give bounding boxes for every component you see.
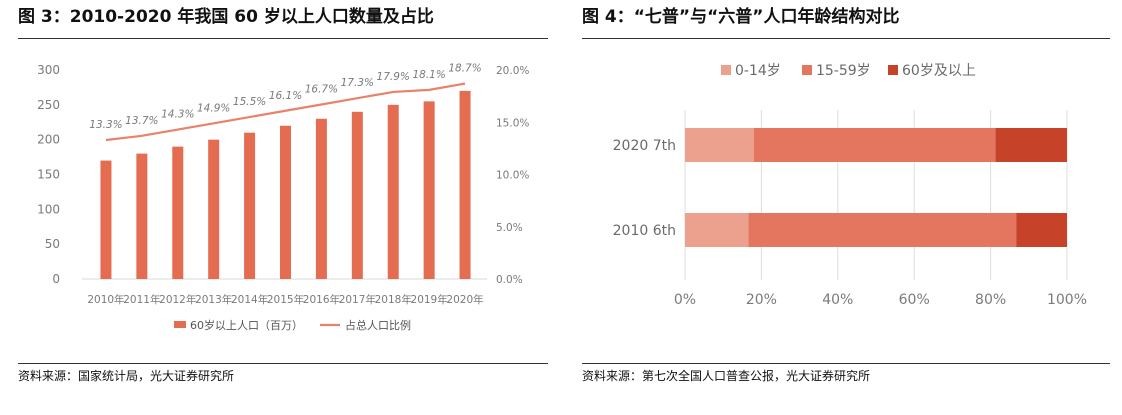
x-tick-label: 2015年 [267, 293, 304, 306]
population-bar [172, 146, 184, 279]
right-y-tick-label: 5.0% [496, 222, 523, 234]
left-y-tick-label: 250 [37, 98, 60, 112]
x-tick-label: 0% [674, 292, 696, 308]
left-figure-title: 图 3：2010-2020 年我国 60 岁以上人口数量及占比 [18, 7, 434, 27]
population-bar [100, 160, 112, 279]
share-data-label: 17.9% [377, 71, 410, 83]
share-data-label: 13.3% [89, 119, 122, 131]
right-top-rule [582, 38, 1110, 39]
legend-bar-label: 60岁以上人口（百万） [190, 318, 303, 332]
left-source-note: 资料来源：国家统计局，光大证券研究所 [18, 369, 235, 383]
x-tick-label: 2017年 [339, 293, 376, 306]
stacked-bar-segment [753, 128, 996, 162]
share-data-label: 18.7% [448, 63, 481, 75]
legend-label: 60岁及以上 [902, 63, 976, 79]
share-data-label: 15.5% [233, 96, 266, 108]
x-tick-label: 2012年 [159, 293, 196, 306]
legend-label: 15-59岁 [816, 63, 871, 79]
x-tick-label: 40% [822, 292, 853, 308]
legend-swatch [888, 65, 898, 75]
share-data-label: 16.1% [269, 90, 302, 102]
category-label: 2010 6th [613, 223, 676, 239]
stacked-bar-segment [748, 213, 1017, 247]
right-bottom-rule [582, 363, 1110, 364]
legend-line-label: 占总人口比例 [345, 318, 411, 332]
x-tick-label: 2018年 [375, 293, 412, 306]
left-y-tick-label: 0 [52, 272, 60, 286]
x-tick-label: 2020年 [446, 293, 483, 306]
left-y-tick-label: 150 [37, 168, 60, 182]
stacked-bar-segment [685, 213, 749, 247]
population-bar [315, 118, 327, 280]
left-y-tick-label: 200 [37, 133, 60, 147]
right-source-note: 资料来源：第七次全国人口普查公报，光大证券研究所 [582, 369, 871, 383]
left-y-tick-label: 300 [37, 63, 60, 77]
right-figure-title: 图 4：“七普”与“六普”人口年龄结构对比 [582, 7, 900, 27]
x-tick-label: 2014年 [231, 293, 268, 306]
population-bar [387, 104, 399, 279]
share-data-label: 14.9% [197, 102, 230, 114]
left-y-tick-label: 50 [45, 237, 60, 251]
population-bar [351, 111, 363, 279]
x-tick-label: 80% [975, 292, 1006, 308]
population-bar [459, 90, 471, 280]
stacked-bar-segment [995, 128, 1067, 162]
stacked-bar-segment [685, 128, 754, 162]
left-chart: 0 50 100 150 200 250 300 0.0% 5.0% 10.0% 15.0% 20.0… [37, 63, 529, 332]
share-line [105, 82, 466, 142]
population-bar [208, 139, 220, 279]
share-data-label: 13.7% [125, 115, 158, 127]
left-bottom-rule [18, 363, 548, 364]
left-top-rule [18, 38, 548, 39]
x-tick-label: 20% [746, 292, 777, 308]
legend-label: 0-14岁 [735, 63, 781, 79]
left-figure-panel: 图 3：2010-2020 年我国 60 岁以上人口数量及占比 0 50 100 15… [18, 0, 548, 415]
right-y-tick-label: 10.0% [496, 170, 529, 182]
share-data-label: 16.7% [305, 83, 338, 95]
population-bar [423, 101, 435, 279]
share-data-label: 14.3% [161, 109, 194, 121]
legend-swatch [721, 65, 731, 75]
population-bar [136, 153, 148, 279]
share-data-label: 17.3% [341, 77, 374, 89]
legend-bar-swatch [174, 321, 186, 328]
population-bar [244, 132, 256, 279]
x-tick-label: 100% [1047, 292, 1087, 308]
category-label: 2020 7th [613, 138, 676, 154]
right-y-tick-label: 20.0% [496, 65, 529, 77]
x-tick-label: 2016年 [303, 293, 340, 306]
x-tick-label: 2013年 [195, 293, 232, 306]
legend-swatch [802, 65, 812, 75]
stacked-bar-segment [1016, 213, 1067, 247]
right-chart: 0% 20% 40% 60% 80% 100% 2020 7th 2010 6th 0-14岁 1… [613, 63, 1087, 308]
x-tick-label: 2019年 [411, 293, 448, 306]
left-y-tick-label: 100 [37, 202, 60, 216]
x-tick-label: 2011年 [123, 293, 160, 306]
population-bar [280, 125, 291, 279]
right-y-tick-label: 15.0% [496, 117, 529, 129]
x-tick-label: 2010年 [87, 293, 124, 306]
x-tick-label: 60% [899, 292, 930, 308]
right-figure-panel: 图 4：“七普”与“六普”人口年龄结构对比 0% 20% 40% 60% 80% 100%… [582, 0, 1110, 415]
share-data-label: 18.1% [412, 69, 445, 81]
right-y-tick-label: 0.0% [496, 274, 523, 286]
